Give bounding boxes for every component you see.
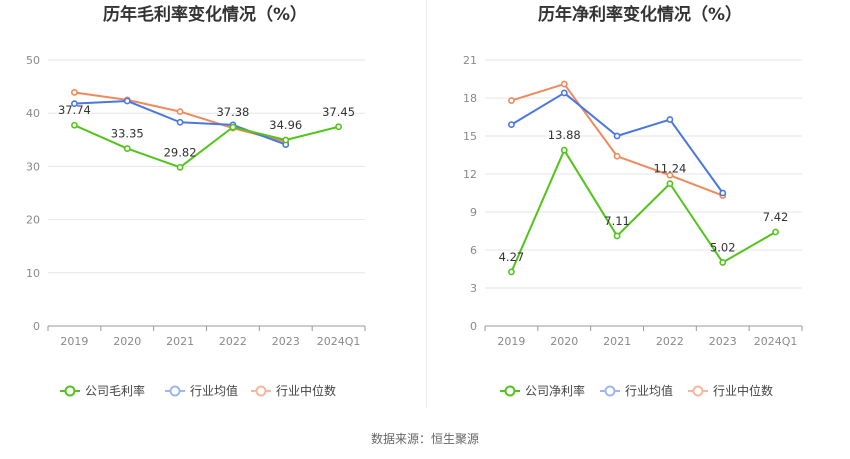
chart-title-1: 历年毛利率变化情况（%）	[103, 4, 307, 25]
data-point	[508, 268, 515, 276]
data-point	[666, 180, 674, 188]
x-tick-label: 2023	[272, 335, 300, 348]
data-point	[282, 136, 290, 144]
legend-swatch-marker[interactable]	[255, 385, 267, 397]
x-tick-label: 2024Q1	[754, 335, 798, 348]
legend-label[interactable]: 行业均值	[625, 383, 673, 398]
y-tick-label: 9	[470, 206, 477, 219]
legend-swatch-marker[interactable]	[504, 385, 516, 397]
x-tick-label: 2022	[656, 335, 684, 348]
data-point	[613, 132, 621, 140]
legend-swatch-marker[interactable]	[169, 385, 181, 397]
legend-swatch-marker[interactable]	[64, 385, 76, 397]
x-tick-label: 2022	[219, 335, 247, 348]
x-tick-label: 2019	[497, 335, 525, 348]
data-point	[508, 121, 515, 128]
x-tick-label: 2024Q1	[317, 335, 361, 348]
data-label: 33.35	[111, 127, 144, 141]
chart-title-2: 历年净利率变化情况（%）	[538, 4, 742, 25]
data-point	[229, 123, 237, 131]
data-label: 29.82	[164, 145, 197, 159]
legend-label[interactable]: 行业均值	[190, 383, 238, 398]
data-point	[772, 228, 779, 236]
data-label: 13.88	[548, 128, 581, 142]
data-point	[560, 89, 568, 97]
x-tick-label: 2020	[550, 335, 578, 348]
y-tick-label: 10	[26, 267, 40, 280]
data-label: 4.27	[499, 250, 525, 264]
series-line-公司毛利率	[74, 124, 339, 169]
legend-label[interactable]: 公司毛利率	[85, 383, 145, 398]
x-tick-label: 2021	[166, 335, 194, 348]
y-tick-label: 30	[26, 160, 40, 173]
data-point	[176, 163, 184, 171]
data-label: 37.45	[322, 105, 355, 119]
x-tick-label: 2023	[709, 335, 737, 348]
data-point	[71, 89, 78, 96]
data-label: 7.42	[763, 210, 789, 224]
data-label: 34.96	[269, 118, 302, 132]
y-tick-label: 0	[470, 320, 477, 333]
legend-label[interactable]: 公司净利率	[525, 383, 585, 398]
legend-swatch-marker[interactable]	[604, 385, 616, 397]
data-point	[560, 146, 568, 154]
data-label: 7.11	[604, 214, 630, 228]
x-tick-label: 2021	[603, 335, 631, 348]
legend-label[interactable]: 行业中位数	[276, 383, 336, 398]
y-tick-label: 15	[463, 130, 477, 143]
y-tick-label: 12	[463, 168, 477, 181]
data-label: 11.24	[653, 162, 686, 176]
legend-swatch-marker[interactable]	[692, 385, 704, 397]
data-point	[508, 97, 515, 104]
y-tick-label: 21	[463, 54, 477, 67]
data-point	[613, 152, 621, 160]
data-point	[123, 97, 131, 105]
data-label: 37.38	[216, 105, 249, 119]
data-point	[560, 80, 568, 88]
y-tick-label: 50	[26, 54, 40, 67]
data-point	[71, 121, 78, 129]
data-point	[123, 145, 131, 152]
data-point	[719, 259, 727, 266]
panel-divider	[426, 0, 427, 408]
y-tick-label: 0	[33, 320, 40, 333]
x-tick-label: 2019	[60, 335, 88, 348]
legend-label[interactable]: 行业中位数	[713, 383, 773, 398]
data-point	[719, 189, 727, 197]
data-point	[666, 116, 674, 123]
series-line-行业中位数	[511, 83, 724, 197]
data-point	[666, 171, 674, 179]
series-line-行业均值	[510, 91, 724, 194]
data-point	[613, 232, 621, 240]
data-label: 5.02	[710, 240, 736, 254]
data-point	[176, 108, 184, 116]
data-point	[176, 118, 184, 126]
y-tick-label: 40	[26, 107, 40, 120]
y-tick-label: 6	[470, 244, 477, 257]
series-line-行业中位数	[74, 91, 287, 143]
data-label: 37.74	[58, 103, 91, 117]
data-point	[335, 123, 342, 131]
y-tick-label: 20	[26, 214, 40, 227]
data-point	[71, 100, 78, 108]
y-tick-label: 3	[470, 282, 477, 295]
data-source-note: 数据来源：恒生聚源	[370, 432, 479, 446]
y-tick-label: 18	[463, 92, 477, 105]
x-tick-label: 2020	[113, 335, 141, 348]
series-line-公司净利率	[510, 149, 777, 273]
